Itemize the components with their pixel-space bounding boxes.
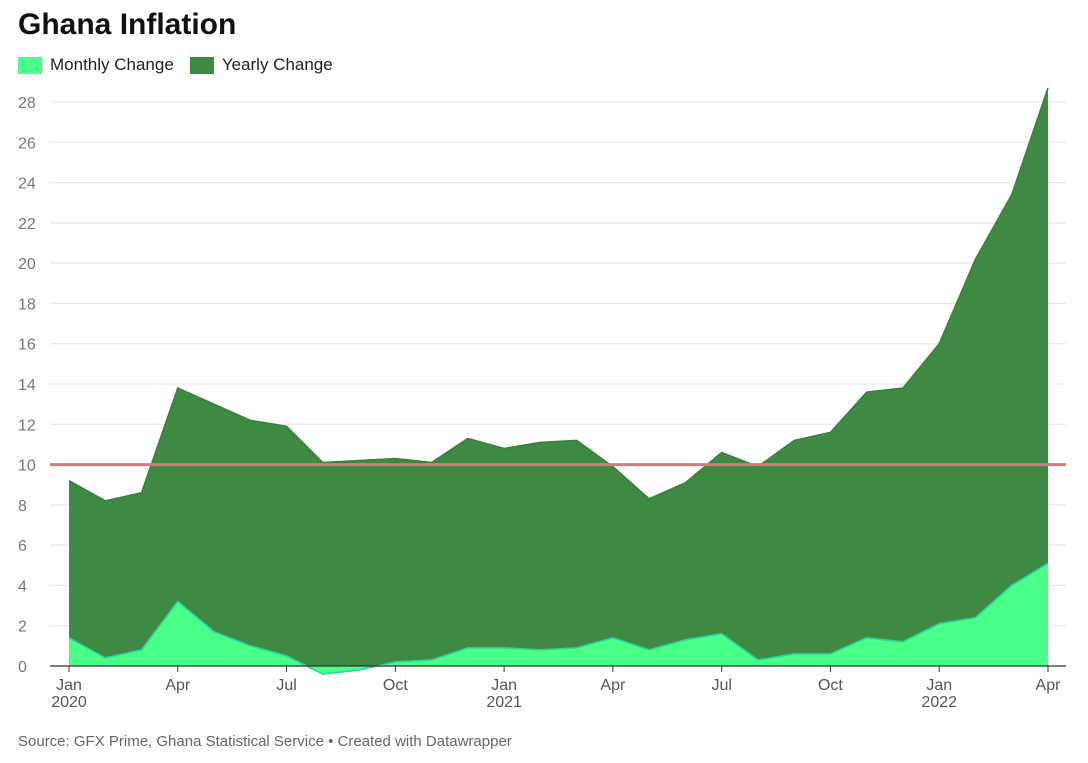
y-tick-label: 0 — [18, 659, 27, 676]
legend-item-monthly: Monthly Change — [18, 55, 174, 75]
x-tick-label: Oct — [818, 677, 843, 694]
x-tick-sublabel: 2020 — [51, 694, 87, 711]
series-line-monthly-change — [68, 562, 1049, 675]
y-tick-label: 16 — [18, 337, 36, 354]
y-tick-label: 26 — [18, 135, 36, 152]
y-tick-label: 28 — [18, 95, 36, 112]
x-tick-sublabel: 2021 — [486, 694, 522, 711]
series-area-yearly-change — [69, 87, 1048, 666]
y-tick-label: 12 — [18, 417, 36, 434]
series-line-yearly-change — [68, 87, 1049, 502]
x-tick-label: Jan — [491, 677, 517, 694]
legend-swatch-yearly — [189, 56, 214, 74]
x-tick-label: Jul — [276, 677, 296, 694]
y-tick-label: 8 — [18, 498, 27, 515]
series-area-monthly-change — [69, 563, 1048, 675]
x-tick-label: Apr — [1036, 677, 1062, 694]
legend-label-yearly: Yearly Change — [221, 55, 333, 74]
chart-title: Ghana Inflation — [18, 8, 237, 41]
x-tick-label: Apr — [600, 677, 626, 694]
legend: Monthly Change Yearly Change — [18, 55, 349, 75]
x-tick-label: Jul — [711, 677, 731, 694]
y-tick-label: 24 — [18, 176, 36, 193]
y-tick-label: 4 — [18, 578, 27, 595]
x-tick-sublabel: 2022 — [921, 694, 957, 711]
legend-label-monthly: Monthly Change — [50, 55, 174, 74]
y-tick-label: 18 — [18, 296, 36, 313]
legend-item-yearly: Yearly Change — [189, 55, 333, 75]
x-tick-label: Oct — [383, 677, 408, 694]
y-tick-label: 6 — [18, 538, 27, 555]
source-note: Source: GFX Prime, Ghana Statistical Ser… — [18, 733, 512, 750]
x-tick-label: Jan — [926, 677, 952, 694]
x-tick-label: Jan — [56, 677, 82, 694]
y-tick-label: 10 — [18, 458, 36, 475]
y-tick-label: 2 — [18, 619, 27, 636]
y-tick-label: 22 — [18, 216, 36, 233]
y-tick-label: 20 — [18, 256, 36, 273]
y-tick-label: 14 — [18, 377, 36, 394]
legend-swatch-monthly — [18, 56, 42, 74]
x-tick-label: Apr — [165, 677, 191, 694]
